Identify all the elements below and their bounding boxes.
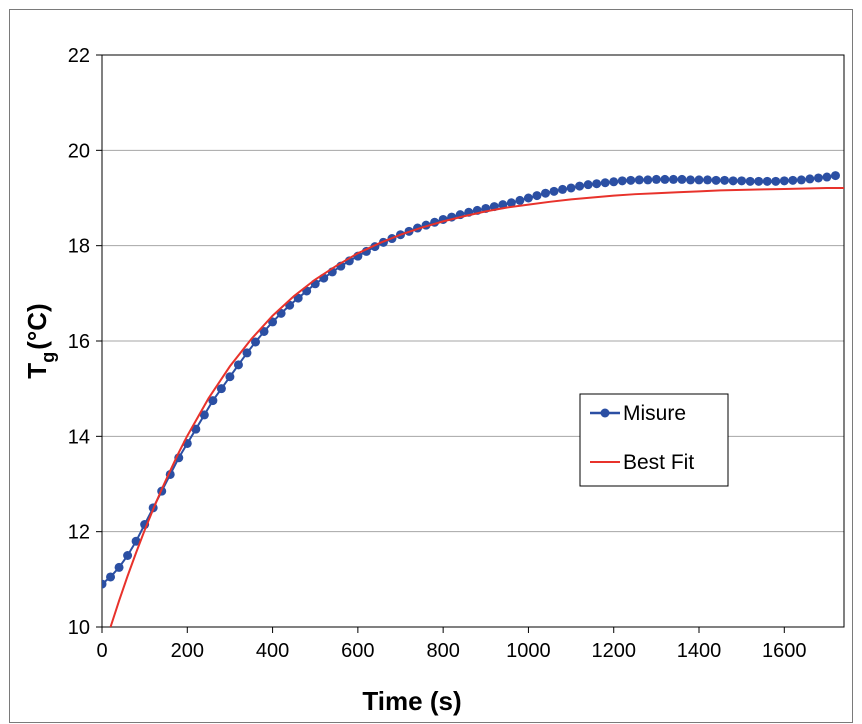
data-point-misure	[728, 176, 738, 186]
data-point-misure	[805, 174, 815, 184]
data-point-misure	[575, 181, 585, 191]
y-axis-title-subscript: g	[38, 352, 58, 363]
y-axis-ticks: 10 12 14 16 18 20 22	[68, 45, 102, 639]
y-tick-label: 10	[68, 617, 90, 639]
x-tick-label: 200	[171, 640, 204, 662]
data-point-misure	[617, 176, 627, 186]
y-tick-label: 16	[68, 331, 90, 353]
data-point-misure	[558, 184, 568, 194]
x-tick-label: 1400	[677, 640, 722, 662]
data-point-misure	[102, 579, 107, 589]
data-point-misure	[233, 360, 243, 370]
data-point-misure	[549, 186, 559, 196]
series-line-misure	[102, 174, 836, 585]
series-layer	[102, 171, 844, 627]
legend-label-best-fit: Best Fit	[623, 451, 694, 474]
data-point-misure	[762, 176, 772, 186]
data-point-misure	[532, 191, 542, 201]
data-point-misure	[754, 176, 764, 186]
x-tick-label: 600	[341, 640, 374, 662]
data-point-misure	[191, 424, 201, 434]
data-point-misure	[694, 175, 704, 185]
x-tick-label: 1200	[591, 640, 636, 662]
x-tick-label: 400	[256, 640, 289, 662]
data-point-misure	[796, 175, 806, 185]
data-point-misure	[771, 176, 781, 186]
data-point-misure	[677, 174, 687, 184]
data-point-misure	[208, 396, 218, 406]
data-point-misure	[242, 348, 252, 358]
x-tick-label: 1000	[506, 640, 551, 662]
data-point-misure	[515, 195, 525, 205]
data-point-misure	[199, 410, 209, 420]
y-tick-label: 12	[68, 522, 90, 544]
x-axis-ticks: 0 200 400 600 800 1000 1200 1400 1600	[96, 627, 807, 662]
y-axis-title-main: T	[22, 363, 52, 379]
x-tick-label: 800	[426, 640, 459, 662]
svg-text:Tg(°C): Tg (°C)	[22, 303, 58, 378]
chart-frame: 0 200 400 600 800 1000 1200 1400 1600 10 12 14 16 18…	[9, 9, 853, 723]
chart-svg: 0 200 400 600 800 1000 1200 1400 1600 10 12 14 16 18…	[22, 45, 845, 716]
data-point-misure	[685, 175, 695, 185]
y-tick-label: 18	[68, 236, 90, 258]
data-point-misure	[259, 326, 269, 336]
data-point-misure	[745, 176, 755, 186]
data-point-misure	[583, 180, 593, 190]
data-point-misure	[106, 572, 116, 582]
x-tick-label: 1600	[762, 640, 807, 662]
y-axis-title: Tg (°C)	[22, 303, 58, 378]
legend-label-misure: Misure	[623, 402, 686, 425]
data-point-misure	[114, 562, 124, 572]
data-point-misure	[626, 175, 636, 185]
data-point-misure	[251, 337, 261, 347]
data-point-misure	[651, 174, 661, 184]
data-point-misure	[634, 175, 644, 185]
data-point-misure	[216, 384, 226, 394]
legend-marker-misure	[600, 408, 610, 418]
data-point-misure	[720, 175, 730, 185]
series-line-best-fit	[109, 186, 844, 627]
gridlines	[102, 149, 844, 533]
data-point-misure	[643, 175, 653, 185]
y-tick-label: 20	[68, 140, 90, 162]
data-point-misure	[660, 174, 670, 184]
x-tick-label: 0	[96, 640, 107, 662]
data-point-misure	[540, 188, 550, 198]
data-point-misure	[131, 536, 141, 546]
data-point-misure	[703, 175, 713, 185]
data-point-misure	[779, 176, 789, 186]
y-tick-label: 14	[68, 426, 90, 448]
legend: Misure Best Fit	[579, 393, 729, 487]
data-point-misure	[600, 178, 610, 188]
y-axis-title-unit: (°C)	[22, 303, 52, 350]
data-point-misure	[592, 179, 602, 189]
data-point-misure	[813, 173, 823, 183]
x-axis-title: Time (s)	[362, 686, 461, 716]
data-point-misure	[566, 183, 576, 193]
data-point-misure	[123, 551, 133, 560]
data-point-misure	[668, 174, 678, 184]
data-point-misure	[711, 175, 721, 185]
data-point-misure	[830, 171, 840, 181]
data-point-misure	[225, 372, 235, 382]
data-point-misure	[788, 175, 798, 185]
data-point-misure	[523, 193, 533, 203]
y-tick-label: 22	[68, 45, 90, 67]
data-point-misure	[609, 177, 619, 187]
data-point-misure	[506, 198, 516, 208]
data-point-misure	[822, 172, 832, 182]
data-point-misure	[737, 176, 747, 186]
